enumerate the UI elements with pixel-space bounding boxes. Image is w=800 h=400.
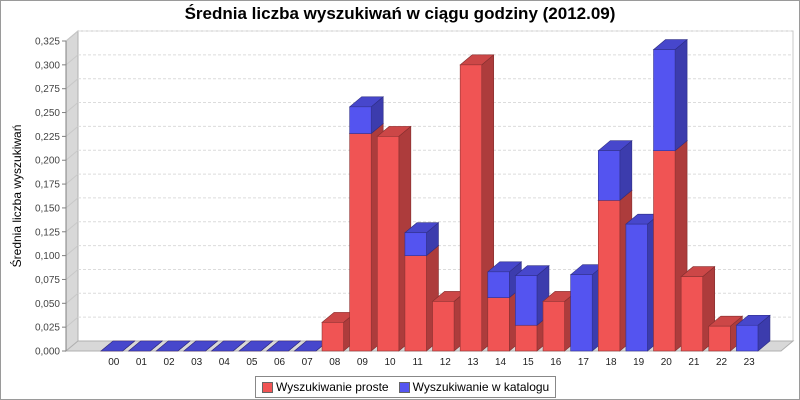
- legend-label-katalog: Wyszukiwanie w katalogu: [412, 380, 550, 394]
- y-tick-label: 0,025: [35, 323, 60, 334]
- gridline-side: [65, 173, 79, 185]
- y-tick-label: 0,150: [35, 203, 60, 214]
- x-tick-label: 06: [274, 357, 286, 368]
- bar-proste-08: [321, 322, 344, 352]
- bar-katalog-04-top: [210, 340, 246, 352]
- x-tick-label: 16: [550, 357, 562, 368]
- bar-katalog-09: [349, 106, 372, 134]
- bar-katalog-01-top: [127, 340, 164, 352]
- x-tick-label: 21: [688, 357, 700, 368]
- x-tick-label: 07: [302, 357, 314, 368]
- gridline-side: [65, 292, 79, 304]
- x-tick-label: 01: [136, 357, 148, 368]
- gridline-side: [65, 126, 79, 137]
- bar-katalog-20-side: [674, 38, 688, 152]
- x-tick-label: 03: [191, 357, 203, 368]
- x-tick-label: 00: [108, 357, 120, 368]
- x-tick-label: 20: [661, 357, 673, 368]
- bar-proste-21: [680, 276, 704, 352]
- bar-katalog-19: [625, 223, 648, 352]
- legend-swatch-katalog: [398, 381, 410, 393]
- y-tick-label: 0,050: [35, 299, 60, 310]
- x-tick-label: 02: [164, 357, 176, 368]
- bar-katalog-14: [487, 271, 510, 298]
- bar-proste-11: [404, 255, 427, 352]
- x-tick-label: 17: [578, 357, 590, 368]
- bar-katalog-17: [570, 274, 593, 352]
- legend-label-proste: Wyszukiwanie proste: [276, 380, 389, 394]
- x-tick-label: 12: [440, 357, 452, 368]
- bar-proste-22: [708, 325, 731, 352]
- y-tick-label: 0,175: [35, 180, 60, 191]
- y-tick-label: 0,225: [35, 132, 60, 143]
- bar-katalog-03-top: [183, 340, 219, 352]
- y-tick-label: 0,250: [35, 108, 60, 119]
- x-tick-label: 10: [385, 357, 397, 368]
- x-tick-label: 15: [523, 357, 535, 368]
- gridline-side: [65, 197, 79, 209]
- bar-katalog-20: [653, 49, 676, 151]
- x-tick-label: 18: [606, 357, 618, 368]
- bar-katalog-18: [597, 150, 621, 201]
- x-tick-label: 13: [467, 357, 479, 368]
- bar-proste-13: [459, 64, 483, 352]
- bar-proste-14: [487, 297, 510, 352]
- legend-swatch-proste: [262, 381, 273, 393]
- gridline-side: [65, 54, 79, 66]
- bar-proste-20: [653, 150, 676, 352]
- plot-left-wall: [65, 29, 79, 353]
- y-tick-label: 0,200: [35, 156, 60, 167]
- x-tick-label: 09: [357, 357, 369, 368]
- chart-title: Średnia liczba wyszukiwań w ciągu godzin…: [184, 4, 616, 23]
- legend-item-katalog: Wyszukiwanie w katalogu: [398, 380, 550, 394]
- legend-item-proste: Wyszukiwanie proste: [262, 380, 389, 394]
- y-tick-label: 0,100: [35, 251, 60, 262]
- x-tick-label: 23: [744, 357, 756, 368]
- x-tick-label: 08: [329, 357, 341, 368]
- bar-proste-10: [376, 136, 400, 352]
- bar-katalog-02-top: [155, 340, 191, 352]
- y-tick-label: 0,325: [35, 37, 60, 48]
- y-tick-label: 0,075: [35, 275, 60, 286]
- x-tick-label: 04: [219, 357, 231, 368]
- bar-katalog-18-side: [619, 140, 633, 201]
- x-tick-label: 19: [633, 357, 645, 368]
- gridline-side: [65, 149, 79, 161]
- y-axis-label: Średnia liczba wyszukiwań: [9, 125, 24, 268]
- y-tick-label: 0,300: [35, 60, 60, 71]
- x-tick-label: 05: [246, 357, 258, 368]
- bar-katalog-23: [736, 324, 759, 352]
- bar-katalog-00-top: [100, 340, 136, 352]
- bar-proste-09: [349, 133, 372, 352]
- bar-proste-15: [515, 324, 538, 352]
- gridline-side: [65, 102, 79, 113]
- bar-proste-18: [597, 199, 621, 352]
- x-tick-label: 14: [495, 357, 507, 368]
- x-tick-label: 11: [412, 357, 423, 368]
- bar-katalog-15: [515, 275, 538, 326]
- gridline-side: [65, 245, 79, 256]
- bar-katalog-06-top: [265, 340, 302, 352]
- bar-katalog-05-top: [238, 340, 274, 352]
- gridline-side: [65, 221, 79, 233]
- y-tick-label: 0,000: [35, 347, 60, 358]
- bar-katalog-11: [404, 232, 427, 256]
- bar-proste-12: [432, 301, 455, 352]
- bar-proste-16: [542, 301, 565, 352]
- y-tick-label: 0,125: [35, 227, 60, 238]
- gridline-side: [65, 30, 79, 42]
- gridline-side: [65, 269, 79, 280]
- gridline-side: [65, 78, 79, 90]
- y-tick-label: 0,275: [35, 84, 60, 95]
- gridline-side: [65, 316, 79, 328]
- legend: Wyszukiwanie proste Wyszukiwanie w katal…: [255, 376, 557, 398]
- x-tick-label: 22: [716, 357, 728, 368]
